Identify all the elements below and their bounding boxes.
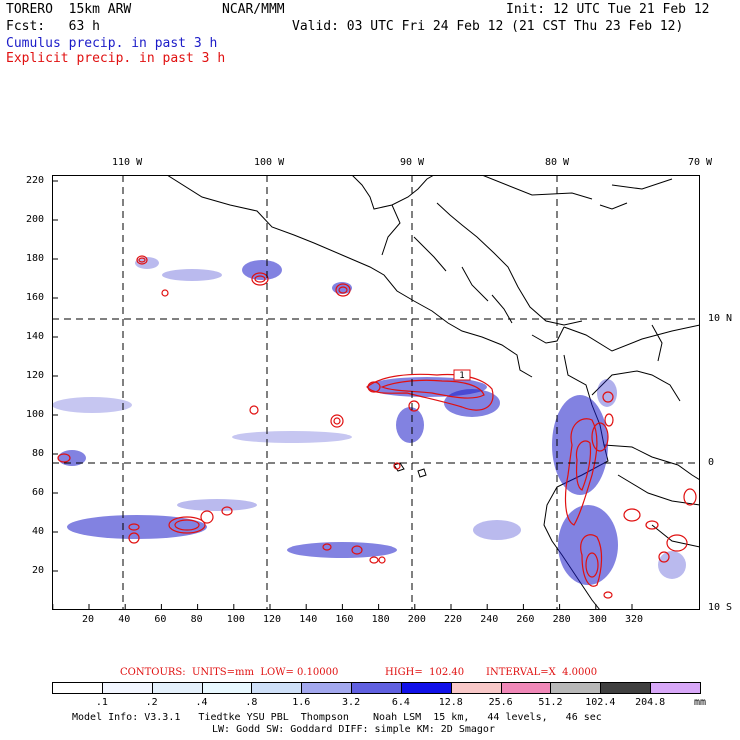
colorbar-unit: mm	[694, 697, 707, 708]
y-tick-80: 80	[32, 448, 45, 459]
colorbar-label: 51.2	[538, 697, 563, 708]
x-tick-160: 160	[335, 614, 354, 625]
model-info-line2: LW: Godd SW: Goddard DIFF: simple KM: 2D…	[212, 724, 495, 735]
colorbar-swatch	[550, 682, 602, 694]
map-frame	[52, 175, 700, 610]
y-tick-120: 120	[26, 370, 45, 381]
legend-explicit: Explicit precip. in past 3 h	[6, 51, 226, 66]
x-tick-60: 60	[154, 614, 167, 625]
colorbar-label: .2	[145, 697, 158, 708]
colorbar-label: 204.8	[635, 697, 666, 708]
colorbar-swatch	[400, 682, 452, 694]
org-label: NCAR/MMM	[222, 2, 285, 17]
lat-label-0: 0	[708, 457, 715, 468]
colorbar-swatch	[450, 682, 502, 694]
lon-label-70w: 70 W	[688, 157, 713, 168]
colorbar-swatch	[301, 682, 353, 694]
y-tick-180: 180	[26, 253, 45, 264]
explicit-precip-contours	[57, 255, 697, 599]
lat-label-10s: 10 S	[708, 602, 733, 613]
lon-label-100w: 100 W	[254, 157, 285, 168]
cumulus-precip	[52, 257, 686, 585]
x-tick-300: 300	[588, 614, 607, 625]
x-tick-180: 180	[371, 614, 390, 625]
latlon-grid	[52, 175, 700, 610]
colorbar-swatch	[201, 682, 253, 694]
y-tick-220: 220	[26, 175, 45, 186]
y-tick-140: 140	[26, 331, 45, 342]
colorbar-swatch	[500, 682, 552, 694]
contour-label: 1	[459, 371, 464, 381]
colorbar-swatch	[351, 682, 402, 694]
colorbar-swatch	[650, 682, 701, 694]
y-tick-200: 200	[26, 214, 45, 225]
y-tick-60: 60	[32, 487, 45, 498]
colorbar-label: .1	[95, 697, 108, 708]
x-tick-100: 100	[226, 614, 245, 625]
lon-label-80w: 80 W	[545, 157, 570, 168]
x-tick-140: 140	[299, 614, 318, 625]
contours-interval: INTERVAL=X 4.0000	[486, 667, 598, 678]
colorbar-swatch	[101, 682, 153, 694]
x-tick-280: 280	[552, 614, 571, 625]
colorbar-swatch	[251, 682, 303, 694]
x-tick-260: 260	[516, 614, 535, 625]
x-tick-40: 40	[118, 614, 131, 625]
precipitation-map: 1	[52, 175, 700, 610]
x-tick-320: 320	[625, 614, 644, 625]
y-tick-160: 160	[26, 292, 45, 303]
model-info-line1: Model Info: V3.3.1 Tiedtke YSU PBL Thomp…	[72, 712, 602, 723]
colorbar-label: .4	[195, 697, 208, 708]
colorbar-swatch	[600, 682, 652, 694]
lon-label-110w: 110 W	[112, 157, 143, 168]
init-time: Init: 12 UTC Tue 21 Feb 12	[506, 2, 710, 17]
x-tick-20: 20	[82, 614, 95, 625]
y-tick-100: 100	[26, 409, 45, 420]
x-tick-200: 200	[407, 614, 426, 625]
colorbar-swatch	[52, 682, 103, 694]
colorbar-label: 6.4	[391, 697, 410, 708]
colorbar-label: 3.2	[342, 697, 361, 708]
colorbar-label: 102.4	[585, 697, 616, 708]
colorbar-label: 12.8	[438, 697, 463, 708]
valid-time: Valid: 03 UTC Fri 24 Feb 12 (21 CST Thu …	[292, 19, 684, 34]
contours-high: HIGH= 102.40	[385, 667, 465, 678]
x-tick-80: 80	[190, 614, 203, 625]
axis-ticks	[52, 180, 633, 610]
x-tick-220: 220	[444, 614, 463, 625]
x-tick-120: 120	[263, 614, 282, 625]
contour-label-box	[453, 369, 471, 381]
y-tick-40: 40	[32, 526, 45, 537]
x-tick-240: 240	[480, 614, 499, 625]
lon-label-90w: 90 W	[400, 157, 425, 168]
model-title: TORERO 15km ARW	[6, 2, 132, 17]
colorbar-label: 1.6	[292, 697, 311, 708]
lat-label-10n: 10 N	[708, 313, 733, 324]
colorbar-label: 25.6	[488, 697, 513, 708]
legend-cumulus: Cumulus precip. in past 3 h	[6, 36, 218, 51]
colorbar-swatch	[151, 682, 203, 694]
forecast-hour: Fcst: 63 h	[6, 19, 100, 34]
y-tick-20: 20	[32, 565, 45, 576]
colorbar-label: .8	[245, 697, 258, 708]
contours-info: CONTOURS: UNITS=mm LOW= 0.10000	[120, 667, 339, 678]
